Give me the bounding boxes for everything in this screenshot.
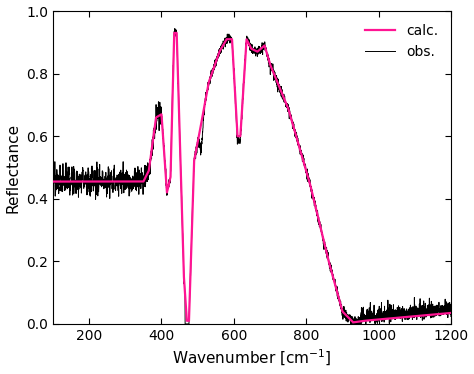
obs. [440, 312, 446, 317]
obs. [119, 181, 125, 186]
obs. [95, 183, 101, 187]
obs. [220, 44, 226, 49]
Legend: calc., obs.: calc., obs. [359, 18, 444, 64]
calc. [448, 311, 454, 315]
calc. [398, 315, 403, 320]
calc. [350, 320, 356, 325]
X-axis label: Wavenumber [cm$^{-1}$]: Wavenumber [cm$^{-1}$] [172, 348, 332, 368]
obs. [182, 322, 188, 326]
Line: calc.: calc. [53, 33, 451, 322]
Line: obs.: obs. [53, 28, 451, 324]
Y-axis label: Reflectance: Reflectance [6, 122, 20, 212]
calc. [119, 179, 125, 184]
calc. [220, 43, 226, 48]
obs. [172, 26, 177, 31]
calc. [440, 312, 446, 316]
obs. [448, 314, 454, 319]
calc. [50, 179, 56, 184]
obs. [398, 313, 403, 318]
obs. [203, 95, 209, 99]
calc. [172, 31, 177, 35]
obs. [50, 185, 56, 190]
calc. [95, 179, 101, 184]
calc. [203, 96, 209, 101]
